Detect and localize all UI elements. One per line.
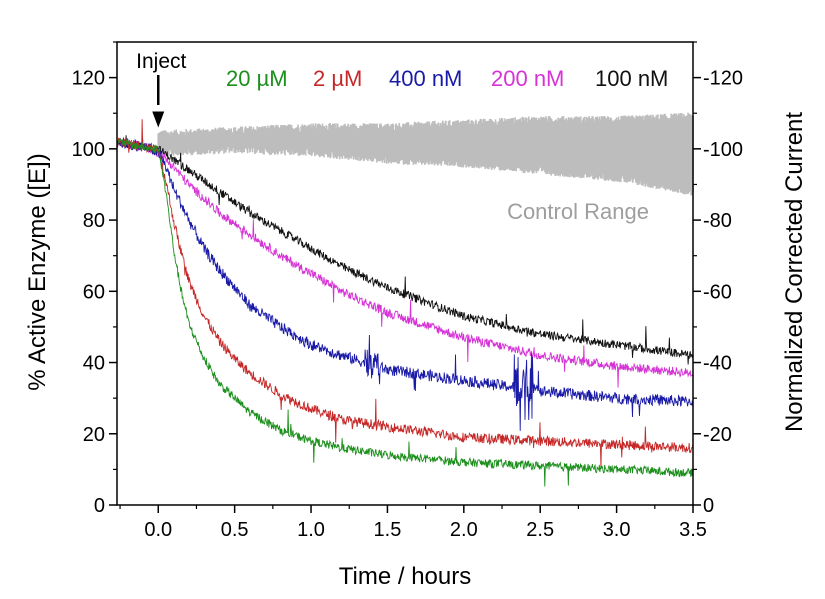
- inject-label: Inject: [136, 50, 186, 73]
- x-tick-label: 3.0: [603, 519, 631, 541]
- legend-entry-200-nm: 200 nM: [491, 66, 564, 91]
- series-line-100-nm: [116, 135, 694, 365]
- axis-ticks: [109, 41, 701, 513]
- left-y-tick-label: 0: [94, 495, 105, 517]
- x-tick-label: 3.5: [679, 519, 707, 541]
- x-tick-label: 2.5: [526, 519, 554, 541]
- inject-annotation: Inject: [136, 50, 187, 128]
- left-y-tick-label: 40: [83, 353, 105, 375]
- control-range-band-layer: [157, 112, 694, 196]
- inject-arrow-head: [152, 111, 165, 128]
- legend-entry-2-m: 2 µM: [313, 66, 362, 91]
- control-range-label: Control Range: [507, 199, 649, 224]
- series-line-400-nm: [116, 137, 694, 431]
- left-y-tick-label: 60: [83, 281, 105, 303]
- right-y-tick-label: 0: [703, 495, 714, 517]
- series-line-2-m: [116, 119, 694, 469]
- series-layer: [116, 119, 694, 487]
- control-range-band: [157, 112, 694, 196]
- plot-frame: [116, 41, 694, 506]
- x-tick-label: 0.0: [144, 519, 172, 541]
- x-tick-label: 2.0: [450, 519, 478, 541]
- left-y-axis-label: % Active Enzyme ([E]): [24, 153, 51, 390]
- left-y-tick-label: 80: [83, 210, 105, 232]
- x-tick-label: 1.0: [297, 519, 325, 541]
- right-y-tick-label: -100: [703, 139, 743, 161]
- series-line-200-nm: [116, 137, 694, 388]
- right-y-tick-label: -40: [703, 353, 732, 375]
- left-y-tick-label: 20: [83, 424, 105, 446]
- legend-entry-100-nm: 100 nM: [595, 66, 668, 91]
- left-y-tick-label: 120: [72, 68, 105, 90]
- legend-entry-20-m: 20 µM: [226, 66, 288, 91]
- series-line-20-m: [116, 138, 694, 487]
- right-y-tick-label: -80: [703, 210, 732, 232]
- right-y-axis-label: Normalized Corrected Current: [781, 112, 808, 432]
- x-tick-label: 1.5: [374, 519, 402, 541]
- x-tick-label: 0.5: [221, 519, 249, 541]
- legend-entry-400-nm: 400 nM: [389, 66, 462, 91]
- legend: 20 µM 2 µM 400 nM 200 nM 100 nM: [226, 66, 668, 91]
- right-y-tick-label: -120: [703, 68, 743, 90]
- x-axis-label: Time / hours: [339, 563, 471, 590]
- right-y-tick-label: -60: [703, 281, 732, 303]
- left-y-tick-label: 100: [72, 139, 105, 161]
- right-y-tick-label: -20: [703, 424, 732, 446]
